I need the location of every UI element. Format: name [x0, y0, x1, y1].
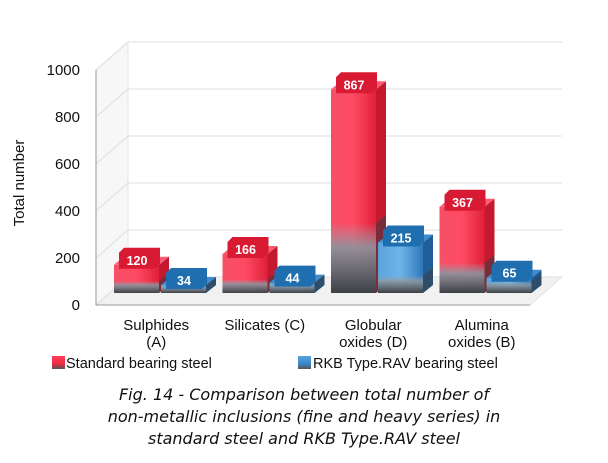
gridline [95, 135, 562, 165]
data-label: 34 [177, 274, 191, 288]
gridline [95, 88, 562, 118]
y-axis-label: Total number [11, 140, 28, 227]
bar-side-shade [206, 277, 216, 293]
data-label-box [336, 72, 377, 94]
axes [95, 70, 530, 306]
bar-side-shade [531, 273, 542, 293]
data-label: 215 [391, 231, 412, 245]
figure-caption: Fig. 14 - Comparison between total numbe… [0, 384, 608, 450]
bar-standard-1: 166 [222, 236, 278, 293]
data-label-box [119, 247, 160, 269]
bar-rkb-3: 65 [486, 260, 542, 293]
bar-standard-2: 867 [331, 72, 386, 293]
y-tick-labels: 0 200 400 600 800 1000 [47, 62, 80, 314]
data-label-box [383, 225, 424, 247]
bar-standard-0: 120 [114, 247, 169, 293]
data-label-box [227, 236, 269, 258]
y-tick-label: 1000 [47, 62, 80, 79]
bar-base-shade [439, 262, 485, 293]
bar-base-shade [378, 275, 423, 293]
data-label: 166 [235, 243, 256, 257]
legend-swatch-standard [52, 356, 65, 369]
data-label-box [491, 260, 533, 282]
gridline [95, 41, 562, 71]
data-label-box [166, 268, 207, 290]
legend-swatch-rkb [298, 356, 311, 369]
y-tick-label: 800 [55, 109, 80, 126]
category-label: Sulphides (A) [123, 317, 189, 351]
data-label-box [444, 189, 486, 211]
bar-side-shade [314, 274, 325, 293]
category-label: Globular oxides (D) [339, 317, 407, 351]
bar-base-shade [486, 281, 532, 293]
y-tick-label: 600 [55, 156, 80, 173]
category-labels: Sulphides (A) Silicates (C) Globular oxides … [123, 317, 515, 351]
bar-base-shade [331, 223, 376, 293]
bar-rkb-0: 34 [161, 268, 216, 293]
y-tick-label: 200 [55, 250, 80, 267]
y-tick-label: 0 [72, 297, 80, 314]
bar-standard-3: 367 [439, 189, 495, 293]
category-label: Alumina oxides (B) [448, 317, 516, 351]
bar-base-shade [269, 282, 315, 293]
data-label: 120 [127, 254, 148, 268]
caption-line-2: non-metallic inclusions (fine and heavy … [107, 407, 501, 426]
category-label: Silicates (C) [224, 317, 305, 334]
bar-rkb-2: 215 [378, 225, 433, 293]
bar-base-shade [114, 281, 159, 293]
legend: Standard bearing steel RKB Type.RAV bear… [52, 356, 498, 372]
legend-label-standard: Standard bearing steel [66, 356, 212, 372]
data-label: 44 [286, 272, 300, 286]
caption-line-1: Fig. 14 - Comparison between total numbe… [118, 385, 490, 404]
y-tick-label: 400 [55, 203, 80, 220]
data-label: 65 [503, 267, 517, 281]
bar-rkb-1: 44 [269, 265, 325, 293]
bars: 120 34 166 44 867 215 367 65 [114, 72, 542, 293]
caption-line-3: standard steel and RKB Type.RAV steel [148, 429, 460, 448]
data-label-box [274, 265, 316, 287]
data-label: 367 [452, 196, 473, 210]
bar-side-shade [423, 267, 433, 293]
gridline [95, 182, 562, 212]
data-label: 867 [344, 78, 365, 92]
legend-label-rkb: RKB Type.RAV bearing steel [313, 356, 498, 372]
bar-base-shade [222, 279, 268, 293]
